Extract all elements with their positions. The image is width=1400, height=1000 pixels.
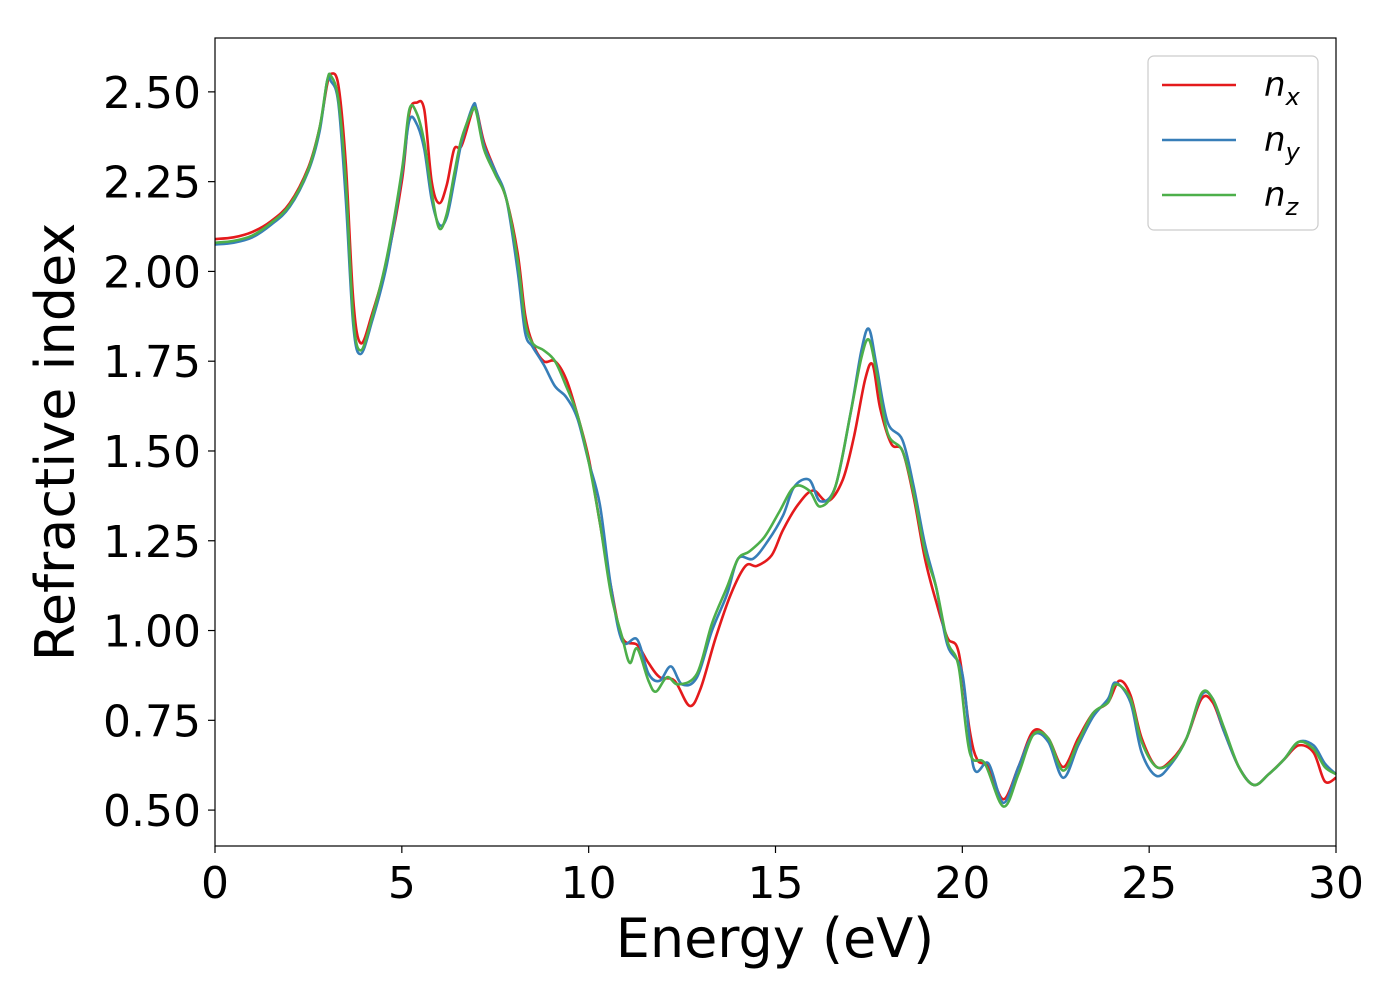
x-axis-title: Energy (eV) [616, 907, 935, 970]
series-line-z [214, 72, 1337, 808]
y-tick-label: 1.25 [103, 517, 201, 568]
x-tick-label: 30 [1308, 858, 1364, 909]
y-tick-label: 1.75 [103, 337, 201, 388]
legend-label-z: nz [1264, 175, 1300, 221]
y-tick-label: 2.00 [103, 247, 201, 298]
y-tick-label: 2.50 [103, 68, 201, 119]
x-tick-label: 0 [201, 858, 229, 909]
y-tick-label: 2.25 [103, 158, 201, 209]
y-axis: 0.50 0.75 1.00 1.25 1.50 1.75 2.00 2.25 2.50 [103, 68, 215, 837]
legend-label-y: ny [1264, 120, 1301, 166]
x-tick-label: 10 [561, 858, 617, 909]
legend-label-x: nx [1264, 65, 1301, 111]
x-tick-label: 15 [748, 858, 804, 909]
legend-box [1147, 55, 1319, 231]
y-tick-label: 0.50 [103, 786, 201, 837]
y-axis-title: Refractive index [24, 223, 87, 662]
legend: nx ny nz [1147, 55, 1319, 231]
series-layer [214, 72, 1337, 808]
x-tick-label: 5 [388, 858, 416, 909]
y-tick-label: 1.00 [103, 607, 201, 658]
y-tick-label: 1.50 [103, 427, 201, 478]
y-tick-label: 0.75 [103, 696, 201, 747]
x-tick-label: 20 [934, 858, 990, 909]
x-axis: 0 5 10 15 20 25 30 [201, 846, 1364, 909]
x-tick-label: 25 [1121, 858, 1177, 909]
